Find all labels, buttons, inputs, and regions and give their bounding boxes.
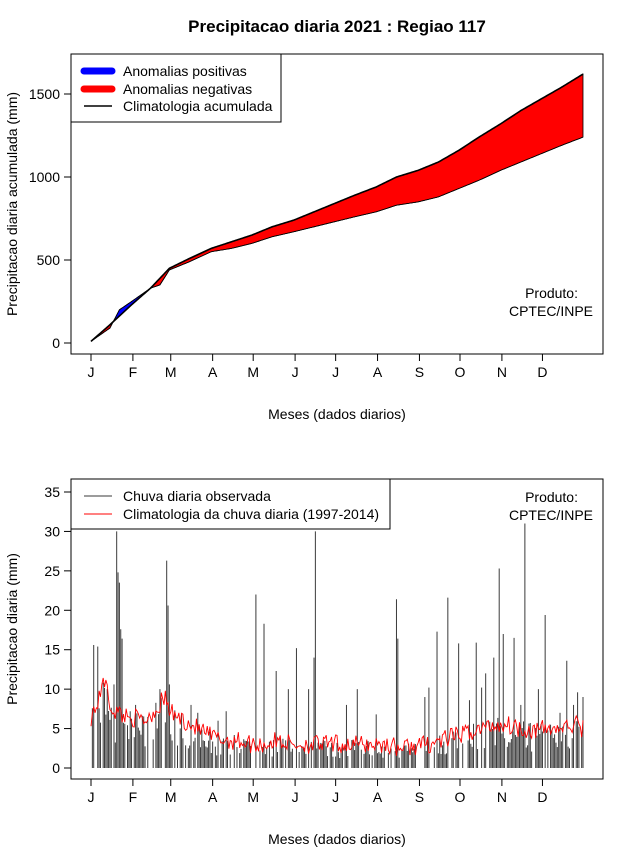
y-tick-label: 1500 <box>29 86 60 102</box>
x-tick-label: N <box>497 364 507 380</box>
y-tick-label: 30 <box>44 523 60 539</box>
bottom-x-label: Meses (dados diarios) <box>268 831 406 847</box>
cumulative-plot <box>90 73 584 342</box>
x-tick-label: A <box>373 364 383 380</box>
x-tick-label: D <box>537 789 547 805</box>
x-tick-label: S <box>415 364 424 380</box>
y-tick-label: 10 <box>44 681 60 697</box>
legend-positive-label: Anomalias positivas <box>123 63 247 79</box>
cumulative-climatology-line <box>90 73 584 342</box>
legend-clim-label: Climatologia acumulada <box>123 98 273 114</box>
top-product-source: CPTEC/INPE <box>509 303 593 319</box>
top-y-label: Precipitacao diaria acumulada (mm) <box>4 92 20 316</box>
y-tick-label: 500 <box>37 252 61 268</box>
x-tick-label: J <box>292 789 299 805</box>
bottom-legend: Chuva diaria observada Climatologia da c… <box>70 478 391 530</box>
daily-climatology-line <box>90 677 584 756</box>
legend-daily-clim-label: Climatologia da chuva diaria (1997-2014) <box>123 506 379 522</box>
y-tick-label: 5 <box>52 721 60 737</box>
x-tick-label: A <box>373 789 383 805</box>
x-tick-label: J <box>292 364 299 380</box>
y-tick-label: 0 <box>52 335 60 351</box>
x-tick-label: M <box>247 789 259 805</box>
legend-negative-label: Anomalias negativas <box>123 81 252 97</box>
x-tick-label: F <box>129 789 138 805</box>
x-tick-label: J <box>332 364 339 380</box>
x-tick-label: F <box>129 364 138 380</box>
y-tick-label: 0 <box>52 760 60 776</box>
top-y-axis: 0 500 1000 1500 <box>29 86 72 351</box>
top-product-label: Produto: <box>525 285 578 301</box>
x-tick-label: M <box>165 364 177 380</box>
x-tick-label: D <box>537 364 547 380</box>
top-legend: Anomalias positivas Anomalias negativas … <box>70 53 282 123</box>
y-tick-label: 1000 <box>29 169 60 185</box>
legend-observed-label: Chuva diaria observada <box>123 488 271 504</box>
x-tick-label: J <box>332 789 339 805</box>
bottom-y-label: Precipitacao diaria (mm) <box>4 553 20 705</box>
cumulative-observed-line <box>90 136 584 342</box>
x-tick-label: N <box>497 789 507 805</box>
x-tick-label: A <box>208 789 218 805</box>
x-tick-label: O <box>455 364 466 380</box>
x-tick-label: A <box>208 364 218 380</box>
x-tick-label: J <box>88 789 95 805</box>
x-tick-label: M <box>247 364 259 380</box>
top-x-label: Meses (dados diarios) <box>268 406 406 422</box>
x-tick-label: M <box>165 789 177 805</box>
y-tick-label: 35 <box>44 484 60 500</box>
x-tick-label: J <box>88 364 95 380</box>
bottom-product-label: Produto: <box>525 489 578 505</box>
chart-title: Precipitacao diaria 2021 : Regiao 117 <box>188 17 486 36</box>
y-tick-label: 15 <box>44 642 60 658</box>
y-tick-label: 25 <box>44 563 60 579</box>
y-tick-label: 20 <box>44 602 60 618</box>
bottom-product-source: CPTEC/INPE <box>509 507 593 523</box>
bottom-y-axis: 0 5 10 15 20 25 30 35 <box>44 484 72 776</box>
daily-plot <box>90 523 584 768</box>
x-tick-label: S <box>415 789 424 805</box>
x-tick-label: O <box>455 789 466 805</box>
